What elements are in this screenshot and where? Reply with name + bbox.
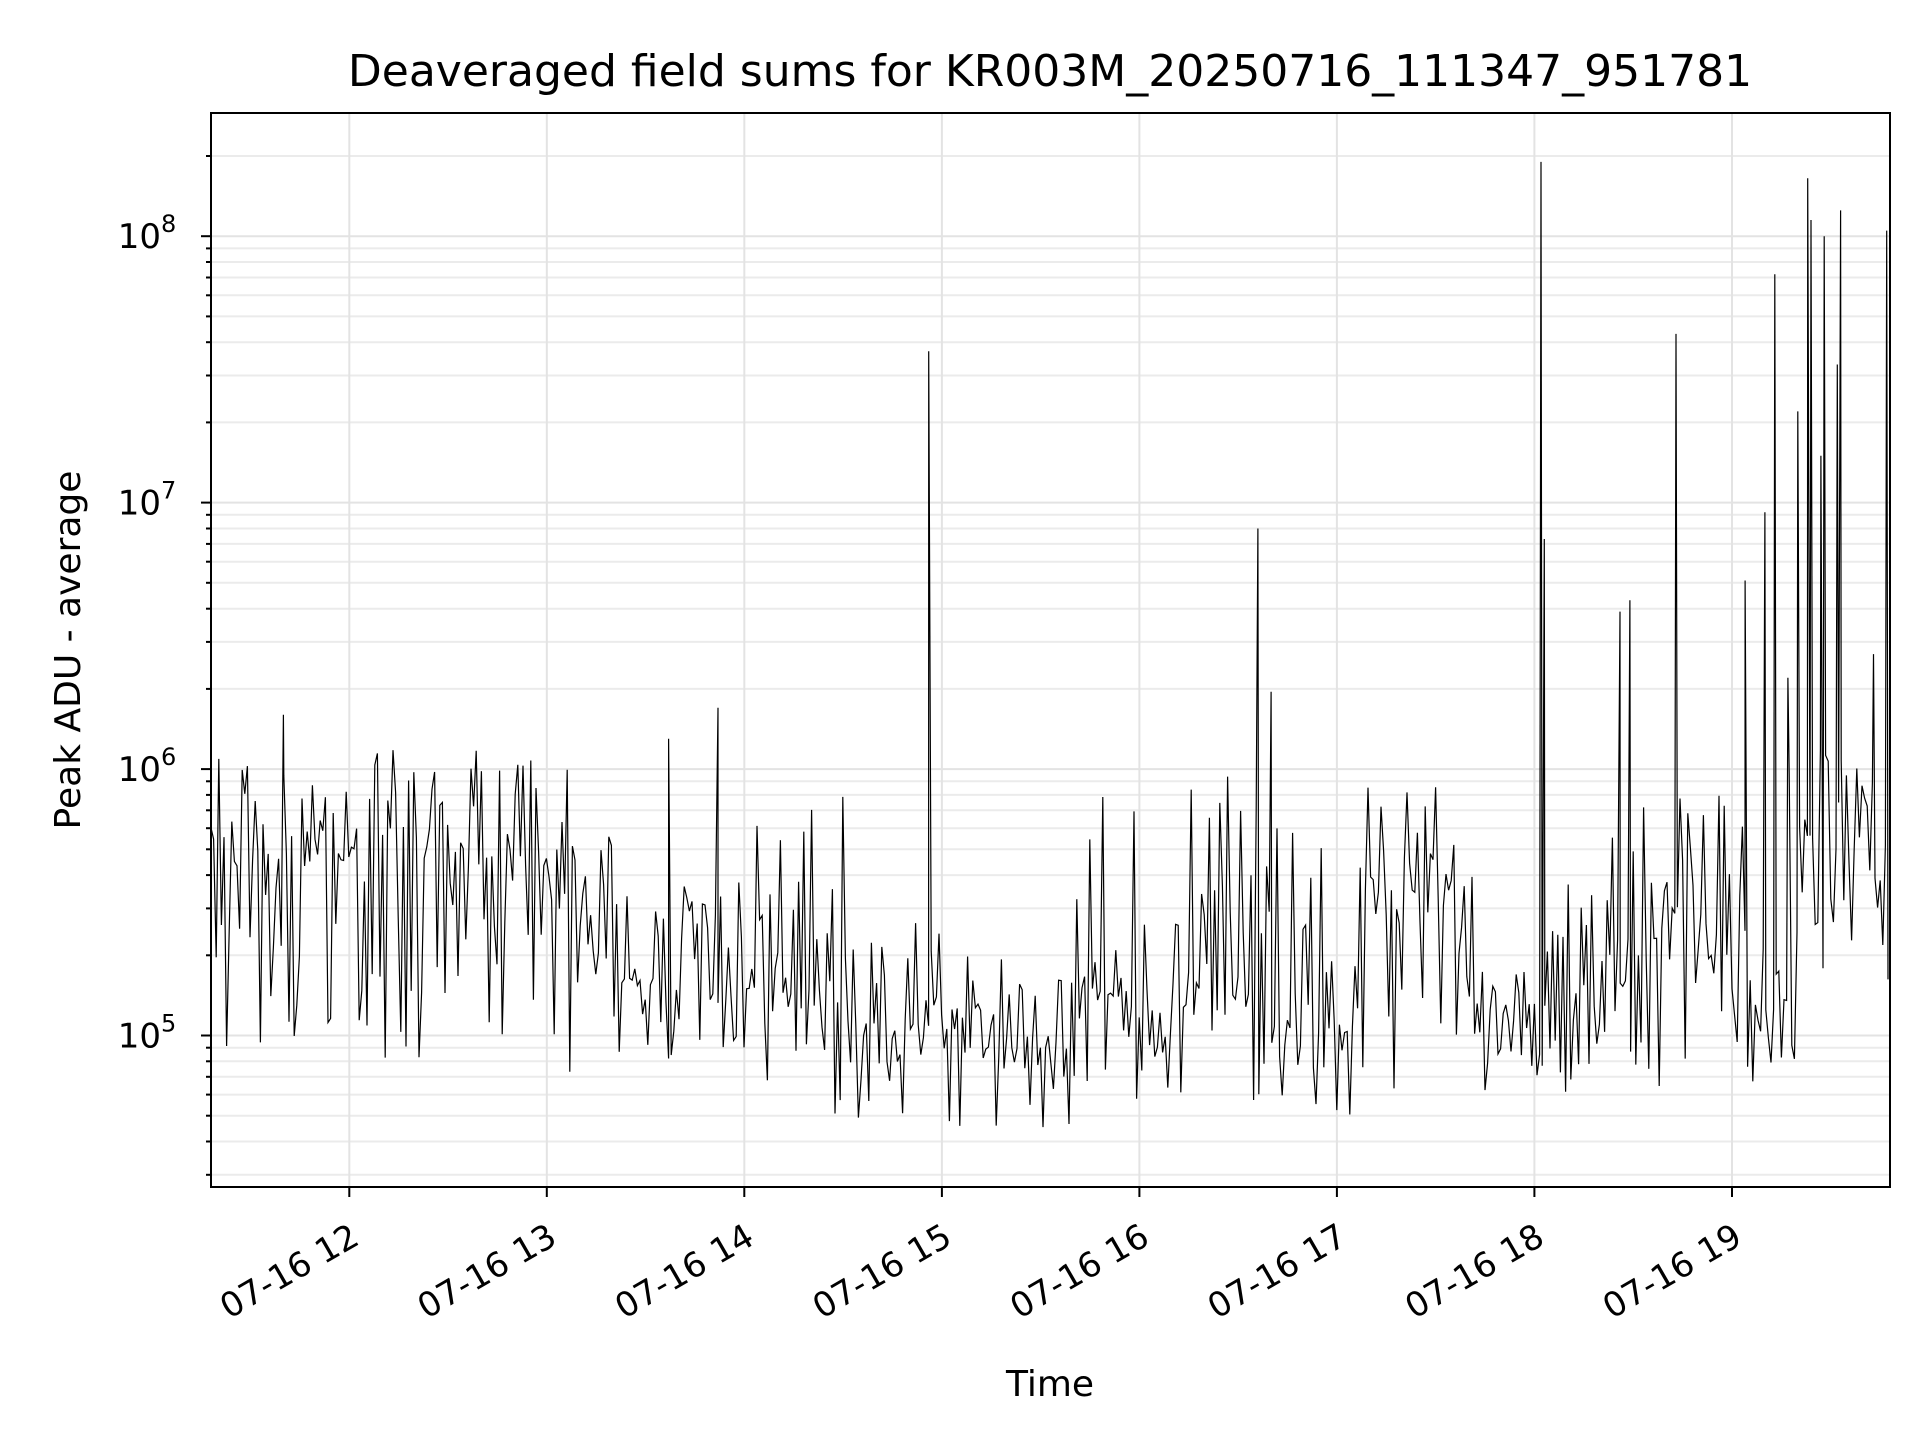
axis-ticks: 105 106 107 108 07-16 12 07-16 13 07-16 14 07-1… [118, 155, 1749, 1327]
x-axis-label: Time [1005, 1364, 1094, 1405]
x-tick-label: 07-16 13 [411, 1216, 563, 1327]
x-tick-label: 07-16 18 [1399, 1216, 1551, 1327]
x-tick-label: 07-16 19 [1596, 1216, 1748, 1327]
x-tick-label: 07-16 14 [608, 1216, 760, 1327]
x-tick-label: 07-16 15 [806, 1216, 958, 1327]
x-tick-label: 07-16 17 [1201, 1216, 1353, 1327]
y-tick-label: 108 [118, 210, 177, 257]
y-tick-label: 107 [118, 477, 177, 524]
grid [211, 113, 1890, 1187]
y-tick-label: 105 [118, 1010, 177, 1057]
plot-frame [210, 112, 1891, 1188]
x-tick-label: 07-16 16 [1004, 1216, 1156, 1327]
series-group [210, 161, 1889, 1128]
series-line [210, 161, 1889, 1128]
chart-title: Deaveraged field sums for KR003M_2025071… [348, 46, 1752, 97]
y-axis-label: Peak ADU - average [48, 471, 89, 830]
y-tick-label: 106 [118, 743, 177, 790]
x-tick-label: 07-16 12 [213, 1216, 365, 1327]
